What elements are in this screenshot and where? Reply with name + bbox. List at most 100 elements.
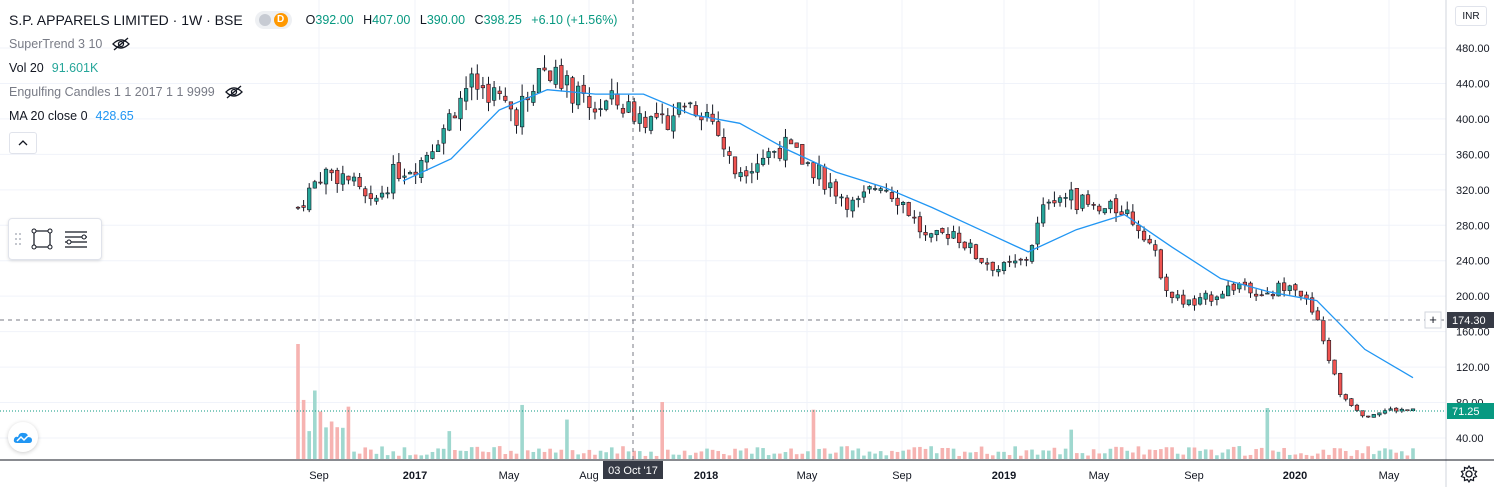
candle-body bbox=[1125, 209, 1130, 214]
volume-bar bbox=[1304, 454, 1309, 459]
delay-badge-icon: D bbox=[273, 13, 288, 27]
candle bbox=[1024, 256, 1029, 267]
candle bbox=[945, 227, 951, 246]
candle-body bbox=[957, 232, 962, 243]
candle-body bbox=[929, 233, 934, 238]
volume-bar bbox=[850, 450, 855, 459]
volume-bar bbox=[1231, 446, 1236, 459]
candle-body bbox=[744, 170, 749, 177]
candle bbox=[951, 225, 956, 239]
candle bbox=[1265, 287, 1270, 295]
collapse-legend-button[interactable] bbox=[9, 132, 37, 154]
gear-icon[interactable] bbox=[1459, 464, 1479, 484]
candle-body bbox=[351, 176, 357, 182]
candle bbox=[1220, 290, 1225, 299]
volume-bar bbox=[542, 451, 547, 459]
candle bbox=[1186, 299, 1191, 307]
candle bbox=[788, 138, 794, 145]
candle-body bbox=[1231, 283, 1236, 291]
candle-body bbox=[1164, 276, 1169, 291]
candle-body bbox=[1130, 211, 1135, 225]
volume-bar bbox=[453, 449, 457, 459]
volume-bar bbox=[1159, 449, 1163, 459]
candle-body bbox=[587, 95, 592, 108]
candle bbox=[906, 201, 911, 217]
candle bbox=[396, 153, 401, 182]
candle bbox=[1041, 197, 1046, 227]
indicator-supertrend[interactable]: SuperTrend 3 10 bbox=[9, 32, 623, 56]
candle-body bbox=[1349, 398, 1354, 406]
y-tick-label: 240.00 bbox=[1456, 256, 1490, 268]
tradingview-logo[interactable] bbox=[8, 422, 38, 452]
indicator-ma20[interactable]: MA 20 close 0 428.65 bbox=[9, 109, 134, 123]
candle bbox=[772, 150, 777, 159]
candle-body bbox=[329, 169, 334, 174]
indicator-engulfing[interactable]: Engulfing Candles 1 1 2017 1 1 9999 bbox=[9, 80, 623, 104]
candle-body bbox=[923, 232, 928, 236]
volume-bar bbox=[492, 447, 496, 459]
candle bbox=[654, 102, 659, 120]
candle bbox=[985, 257, 990, 271]
hidden-eye-icon[interactable] bbox=[224, 85, 243, 99]
volume-bar bbox=[402, 447, 407, 459]
candle-body bbox=[632, 101, 637, 122]
volume-bar bbox=[990, 455, 995, 459]
volume-bar bbox=[660, 402, 664, 459]
volume-bar bbox=[1388, 449, 1393, 459]
volume-bar bbox=[531, 451, 536, 459]
candle bbox=[564, 70, 570, 98]
candle-body bbox=[1158, 249, 1163, 279]
candle-body bbox=[951, 231, 956, 239]
candle-body bbox=[839, 196, 844, 199]
volume-bar bbox=[329, 421, 334, 459]
drag-grip-icon[interactable] bbox=[13, 229, 23, 249]
time-axis-labels: Sep 2017 May Aug 2018 May Sep 2019 May Sep 2020 May bbox=[309, 470, 1400, 482]
volume-bar bbox=[873, 453, 877, 459]
volume-bar bbox=[481, 451, 485, 459]
volume-bar bbox=[1086, 455, 1090, 459]
high-value: 407.00 bbox=[372, 13, 411, 27]
indicator-volume[interactable]: Vol 20 91.601K bbox=[9, 61, 99, 75]
volume-bar bbox=[307, 431, 312, 459]
candlesticks bbox=[295, 55, 1416, 418]
candle-body bbox=[1141, 230, 1147, 241]
candle-body bbox=[749, 171, 754, 174]
open-value: 392.00 bbox=[315, 13, 354, 27]
market-status-badge[interactable]: D bbox=[254, 11, 292, 29]
volume-bar bbox=[464, 451, 468, 459]
candle-body bbox=[1147, 238, 1152, 244]
fib-tool-button[interactable] bbox=[61, 224, 91, 254]
candle-body bbox=[660, 113, 665, 116]
candle bbox=[486, 76, 491, 112]
candle-body bbox=[430, 151, 435, 159]
candle bbox=[934, 229, 939, 242]
volume-bar bbox=[341, 427, 345, 459]
candle-body bbox=[1175, 294, 1180, 299]
candle-body bbox=[435, 144, 441, 152]
rectangle-icon bbox=[31, 228, 53, 250]
svg-text:71.25: 71.25 bbox=[1452, 406, 1480, 418]
candle bbox=[1057, 195, 1063, 207]
rectangle-tool-button[interactable] bbox=[27, 224, 57, 254]
candle bbox=[744, 166, 749, 184]
volume-bar bbox=[957, 455, 961, 459]
candle-body bbox=[1321, 320, 1326, 342]
volume-bar bbox=[772, 453, 777, 459]
volume-bar bbox=[1192, 447, 1197, 459]
volume-bar bbox=[397, 455, 401, 459]
currency-button[interactable]: INR bbox=[1455, 6, 1487, 26]
candle-body bbox=[811, 162, 816, 179]
hidden-eye-icon[interactable] bbox=[112, 37, 131, 51]
candle-body bbox=[979, 257, 984, 263]
symbol-title[interactable]: S.P. APPARELS LIMITED · 1W · BSE bbox=[9, 12, 243, 28]
volume-bar bbox=[985, 453, 989, 459]
candle-body bbox=[727, 151, 732, 156]
candle-body bbox=[604, 100, 609, 110]
candle-body bbox=[637, 113, 642, 124]
candle bbox=[492, 81, 497, 107]
candle-body bbox=[889, 192, 895, 200]
candle bbox=[592, 101, 598, 120]
candle-body bbox=[1366, 415, 1371, 418]
candle-body bbox=[772, 151, 777, 153]
